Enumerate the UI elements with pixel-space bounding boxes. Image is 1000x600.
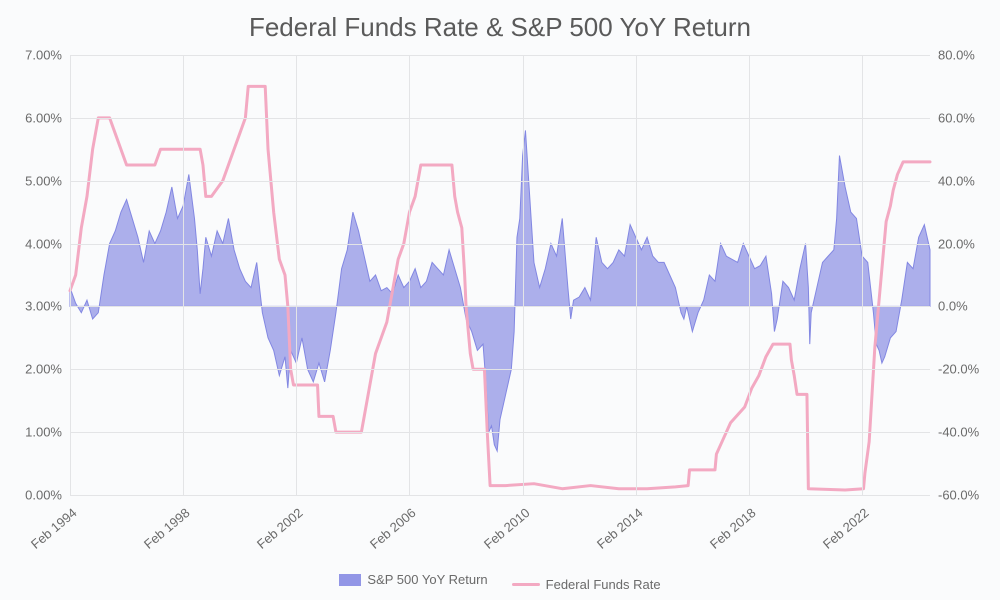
x-axis-tick-label: Feb 1998 [141,505,193,552]
x-axis-tick-label: Feb 2006 [367,505,419,552]
gridline-vertical [296,55,297,495]
gridline-horizontal [70,432,930,433]
x-axis-tick-label: Feb 2022 [820,505,872,552]
legend-item: Federal Funds Rate [512,577,661,592]
left-axis-tick-label: 3.00% [7,299,62,314]
gridline-horizontal [70,55,930,56]
gridline-vertical [409,55,410,495]
gridline-vertical [749,55,750,495]
x-axis-tick-label: Feb 2010 [481,505,533,552]
legend-swatch-area [339,574,361,586]
gridline-vertical [70,55,71,495]
gridline-horizontal [70,244,930,245]
right-axis-tick-label: 20.0% [938,236,975,251]
x-axis-tick-label: Feb 2002 [254,505,306,552]
x-axis-tick-label: Feb 1994 [28,505,80,552]
gridline-vertical [636,55,637,495]
right-axis-tick-label: -40.0% [938,425,979,440]
right-axis-tick-label: 60.0% [938,110,975,125]
x-axis-tick-label: Feb 2018 [707,505,759,552]
legend-item: S&P 500 YoY Return [339,572,487,587]
series-area-sp500 [70,130,930,451]
gridline-horizontal [70,118,930,119]
right-axis-tick-label: 80.0% [938,48,975,63]
left-axis-tick-label: 0.00% [7,488,62,503]
plot-area [70,55,930,495]
gridline-vertical [183,55,184,495]
legend-label: Federal Funds Rate [546,577,661,592]
gridline-horizontal [70,306,930,307]
left-axis-tick-label: 2.00% [7,362,62,377]
right-axis-tick-label: 0.0% [938,299,968,314]
left-axis-tick-label: 7.00% [7,48,62,63]
chart-container: Federal Funds Rate & S&P 500 YoY Return … [0,0,1000,600]
gridline-vertical [862,55,863,495]
legend: S&P 500 YoY Return Federal Funds Rate [0,572,1000,592]
left-axis-tick-label: 4.00% [7,236,62,251]
chart-title: Federal Funds Rate & S&P 500 YoY Return [0,12,1000,43]
right-axis-tick-label: -60.0% [938,488,979,503]
right-axis-tick-label: 40.0% [938,173,975,188]
gridline-horizontal [70,369,930,370]
legend-label: S&P 500 YoY Return [367,572,487,587]
left-axis-tick-label: 6.00% [7,110,62,125]
legend-swatch-line [512,583,540,586]
gridline-vertical [523,55,524,495]
left-axis-tick-label: 5.00% [7,173,62,188]
gridline-horizontal [70,181,930,182]
right-axis-tick-label: -20.0% [938,362,979,377]
plot-svg [70,55,930,495]
x-axis-tick-label: Feb 2014 [594,505,646,552]
gridline-horizontal [70,495,930,496]
left-axis-tick-label: 1.00% [7,425,62,440]
